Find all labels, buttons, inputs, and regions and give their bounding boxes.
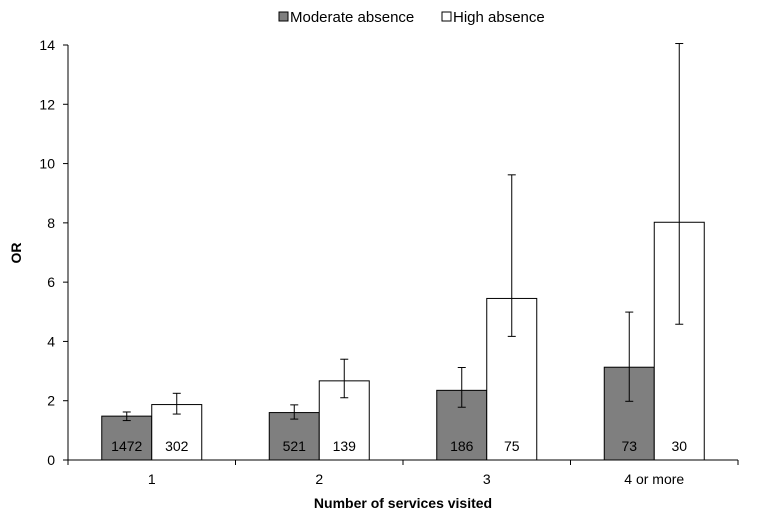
- bar-count-label: 30: [671, 438, 687, 454]
- y-tick-label: 0: [47, 452, 55, 468]
- bar-count-label: 1472: [111, 438, 142, 454]
- bar-moderate-absence: [268, 412, 320, 461]
- legend: Moderate absence High absence: [278, 9, 545, 26]
- bar-count-label: 139: [333, 438, 357, 454]
- x-tick-label: 2: [315, 471, 323, 487]
- bar-moderate-absence: [101, 415, 153, 461]
- x-tick-label: 4 or more: [624, 471, 684, 487]
- x-tick-label: 3: [483, 471, 491, 487]
- legend-label-moderate-absence: Moderate absence: [290, 9, 414, 26]
- x-axis-title: Number of services visited: [314, 495, 492, 511]
- y-tick-label: 8: [47, 215, 55, 231]
- y-tick-label: 4: [47, 333, 55, 349]
- y-tick-label: 12: [39, 96, 55, 112]
- bar-high-absence: [486, 297, 538, 461]
- legend-label-high-absence: High absence: [453, 9, 545, 26]
- legend-swatch-moderate-absence: [278, 11, 289, 22]
- y-tick-label: 2: [47, 393, 55, 409]
- y-axis-title: OR: [8, 243, 24, 264]
- y-tick-label: 14: [39, 37, 55, 53]
- bar-count-label: 75: [504, 438, 520, 454]
- bar-count-label: 73: [621, 438, 637, 454]
- x-tick-label: 1: [148, 471, 156, 487]
- bar-count-label: 302: [165, 438, 189, 454]
- y-tick-label: 10: [39, 156, 55, 172]
- legend-swatch-high-absence: [441, 11, 452, 22]
- y-tick-label: 6: [47, 274, 55, 290]
- bar-count-label: 186: [450, 438, 474, 454]
- bars: 1472 302 521 139 186 75 73 30: [101, 43, 705, 461]
- bar-count-label: 521: [283, 438, 307, 454]
